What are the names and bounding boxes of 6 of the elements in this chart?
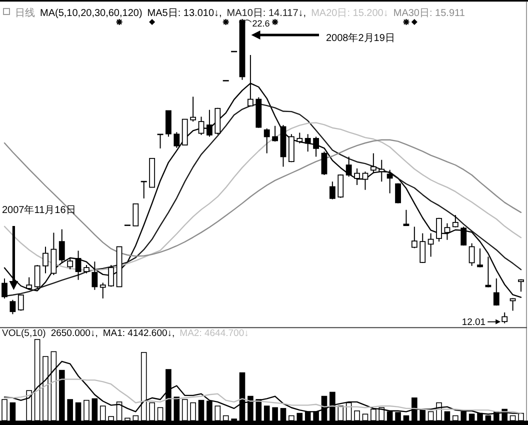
header: 日线 MA(5,10,20,30,60,120) MA5日: 13.010↓, MA10日: 14.117↓, MA20日: 15.200↓ MA30日: 15.911 (15, 8, 465, 19)
header: VOL(5,10) 2650.000↓, MA1: 4142.600↓, MA2: 4644.700↓ (2, 328, 249, 339)
annotation: 12.01 (462, 316, 486, 328)
annotation: 22.6 (252, 18, 270, 29)
annotation: 2007年11月16日 (2, 205, 76, 216)
annotation: 2008年2月19日 (326, 33, 395, 44)
